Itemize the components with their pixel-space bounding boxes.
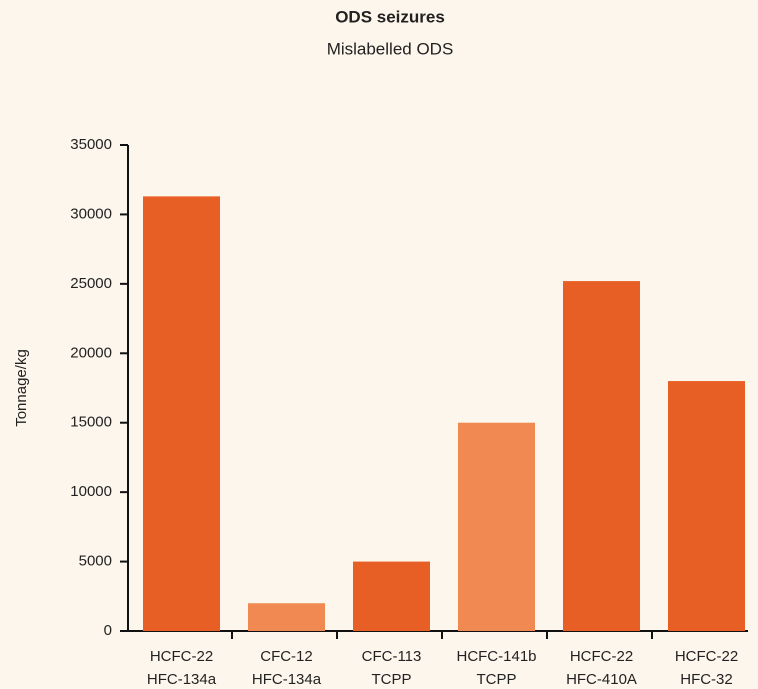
chart-subtitle: Mislabelled ODS bbox=[327, 39, 454, 58]
chart-title: ODS seizures bbox=[335, 7, 445, 26]
y-tick-label: 15000 bbox=[70, 414, 112, 431]
y-tick-label: 30000 bbox=[70, 205, 112, 222]
y-tick-label: 5000 bbox=[79, 553, 112, 570]
bar bbox=[248, 603, 325, 631]
bar bbox=[563, 281, 640, 631]
y-axis-label: Tonnage/kg bbox=[13, 349, 30, 427]
y-tick-label: 25000 bbox=[70, 275, 112, 292]
x-tick-label: TCPP bbox=[371, 671, 411, 688]
y-tick-label: 35000 bbox=[70, 136, 112, 153]
bar bbox=[143, 196, 220, 631]
x-tick-label: HCFC-22 bbox=[150, 648, 213, 665]
bar bbox=[458, 422, 535, 631]
y-tick-label: 0 bbox=[104, 622, 112, 639]
x-tick-label: HCFC-22 bbox=[570, 648, 633, 665]
x-tick-label: CFC-12 bbox=[260, 648, 313, 665]
y-tick-label: 10000 bbox=[70, 483, 112, 500]
x-tick-label: CFC-113 bbox=[362, 648, 422, 665]
x-tick-label: HCFC-141b bbox=[456, 648, 536, 665]
x-tick-label: HFC-410A bbox=[566, 671, 637, 688]
x-tick-label: HFC-134a bbox=[147, 671, 217, 688]
x-tick-label: HFC-134a bbox=[252, 671, 322, 688]
x-tick-label: HFC-32 bbox=[680, 671, 733, 688]
x-tick-label: TCPP bbox=[476, 671, 516, 688]
y-tick-label: 20000 bbox=[70, 344, 112, 361]
bar bbox=[353, 561, 430, 631]
bar bbox=[668, 381, 745, 631]
x-tick-label: HCFC-22 bbox=[675, 648, 738, 665]
